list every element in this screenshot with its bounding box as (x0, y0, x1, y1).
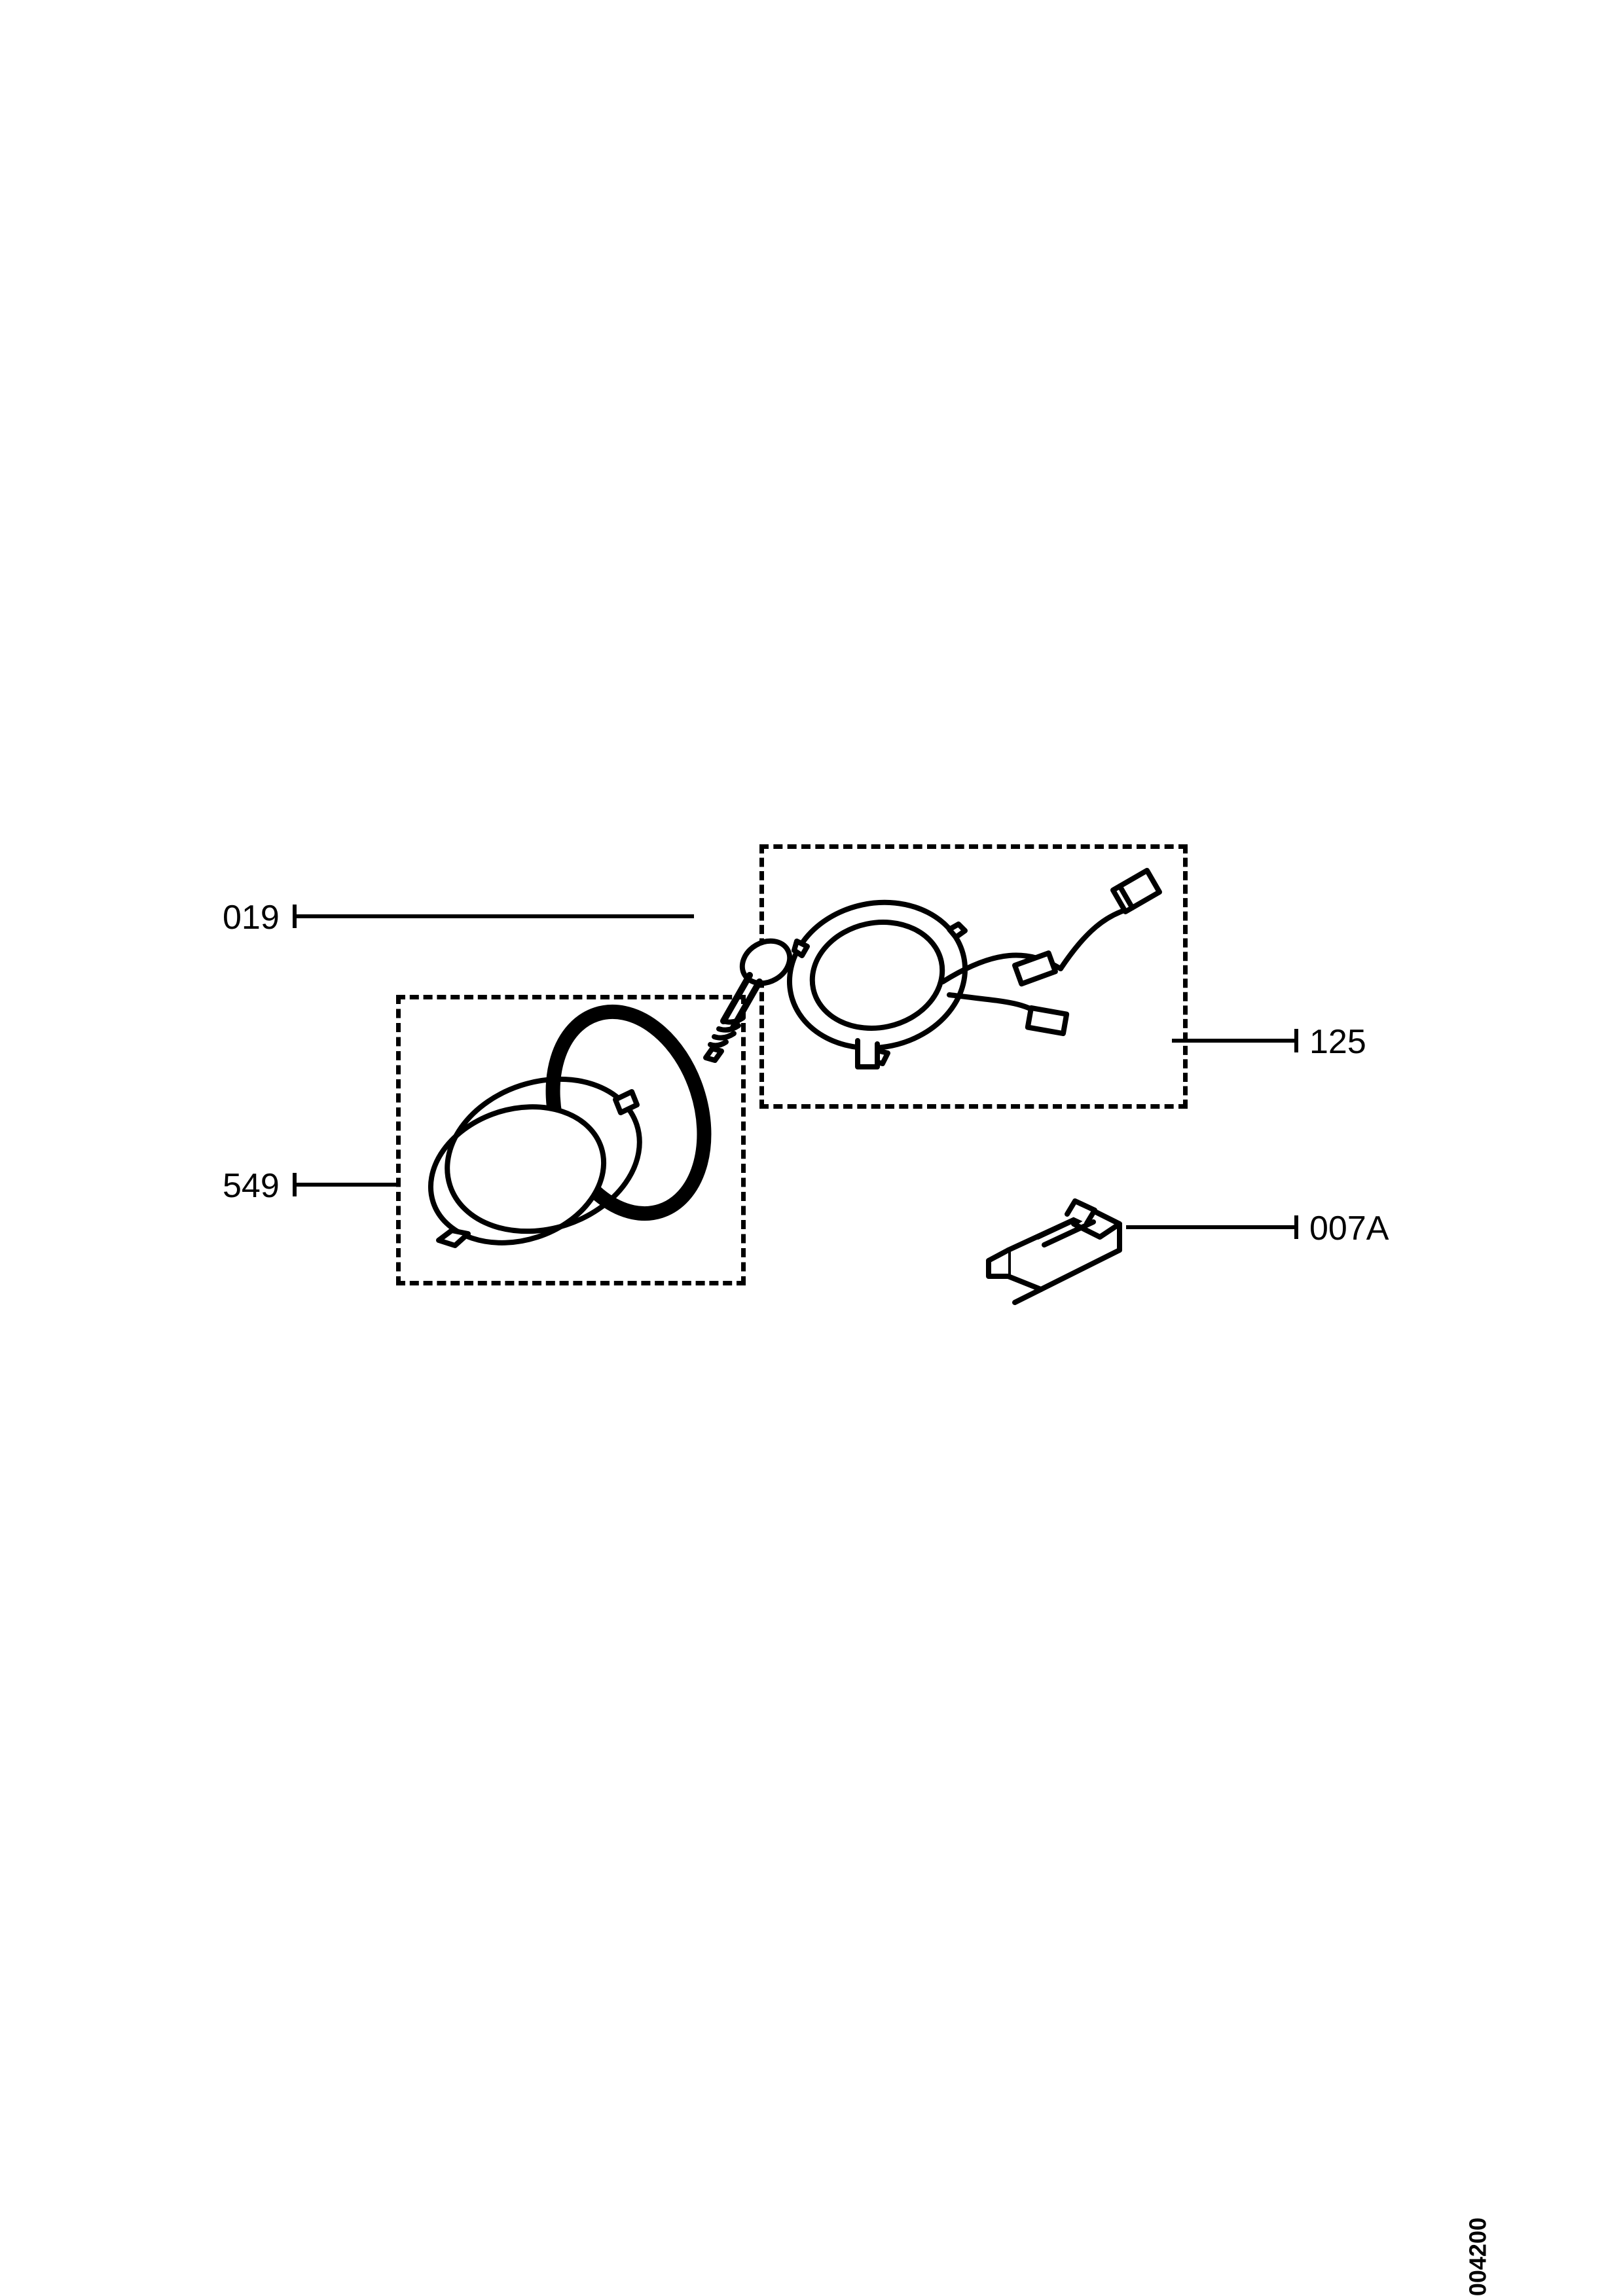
leader-tick-019 (293, 905, 297, 928)
drawing-number-value: N59112004200 (1464, 2217, 1491, 2296)
leader-019 (295, 914, 694, 918)
part-socket-ring-harness (779, 870, 1159, 1080)
leader-549 (295, 1183, 399, 1187)
part-door-switch (969, 1178, 1139, 1302)
callout-019: 019 (223, 898, 280, 937)
leader-125 (1172, 1039, 1296, 1043)
diagram-canvas: 019 549 125 007A (0, 0, 1623, 2296)
part-lens-cap-and-gasket (419, 1021, 720, 1257)
callout-125: 125 (1309, 1022, 1366, 1062)
callout-007A: 007A (1309, 1209, 1389, 1248)
drawing-number-footer: Explosionszeichnungs Nr.: N59112004200 N… (1464, 2217, 1518, 2296)
leader-tick-549 (293, 1173, 297, 1196)
leader-tick-125 (1294, 1029, 1298, 1052)
callout-549: 549 (223, 1166, 280, 1206)
leader-tick-007A (1294, 1215, 1298, 1239)
drawing-number-sublabel: Number of picture (1493, 2217, 1518, 2296)
leader-007A (1126, 1225, 1296, 1229)
